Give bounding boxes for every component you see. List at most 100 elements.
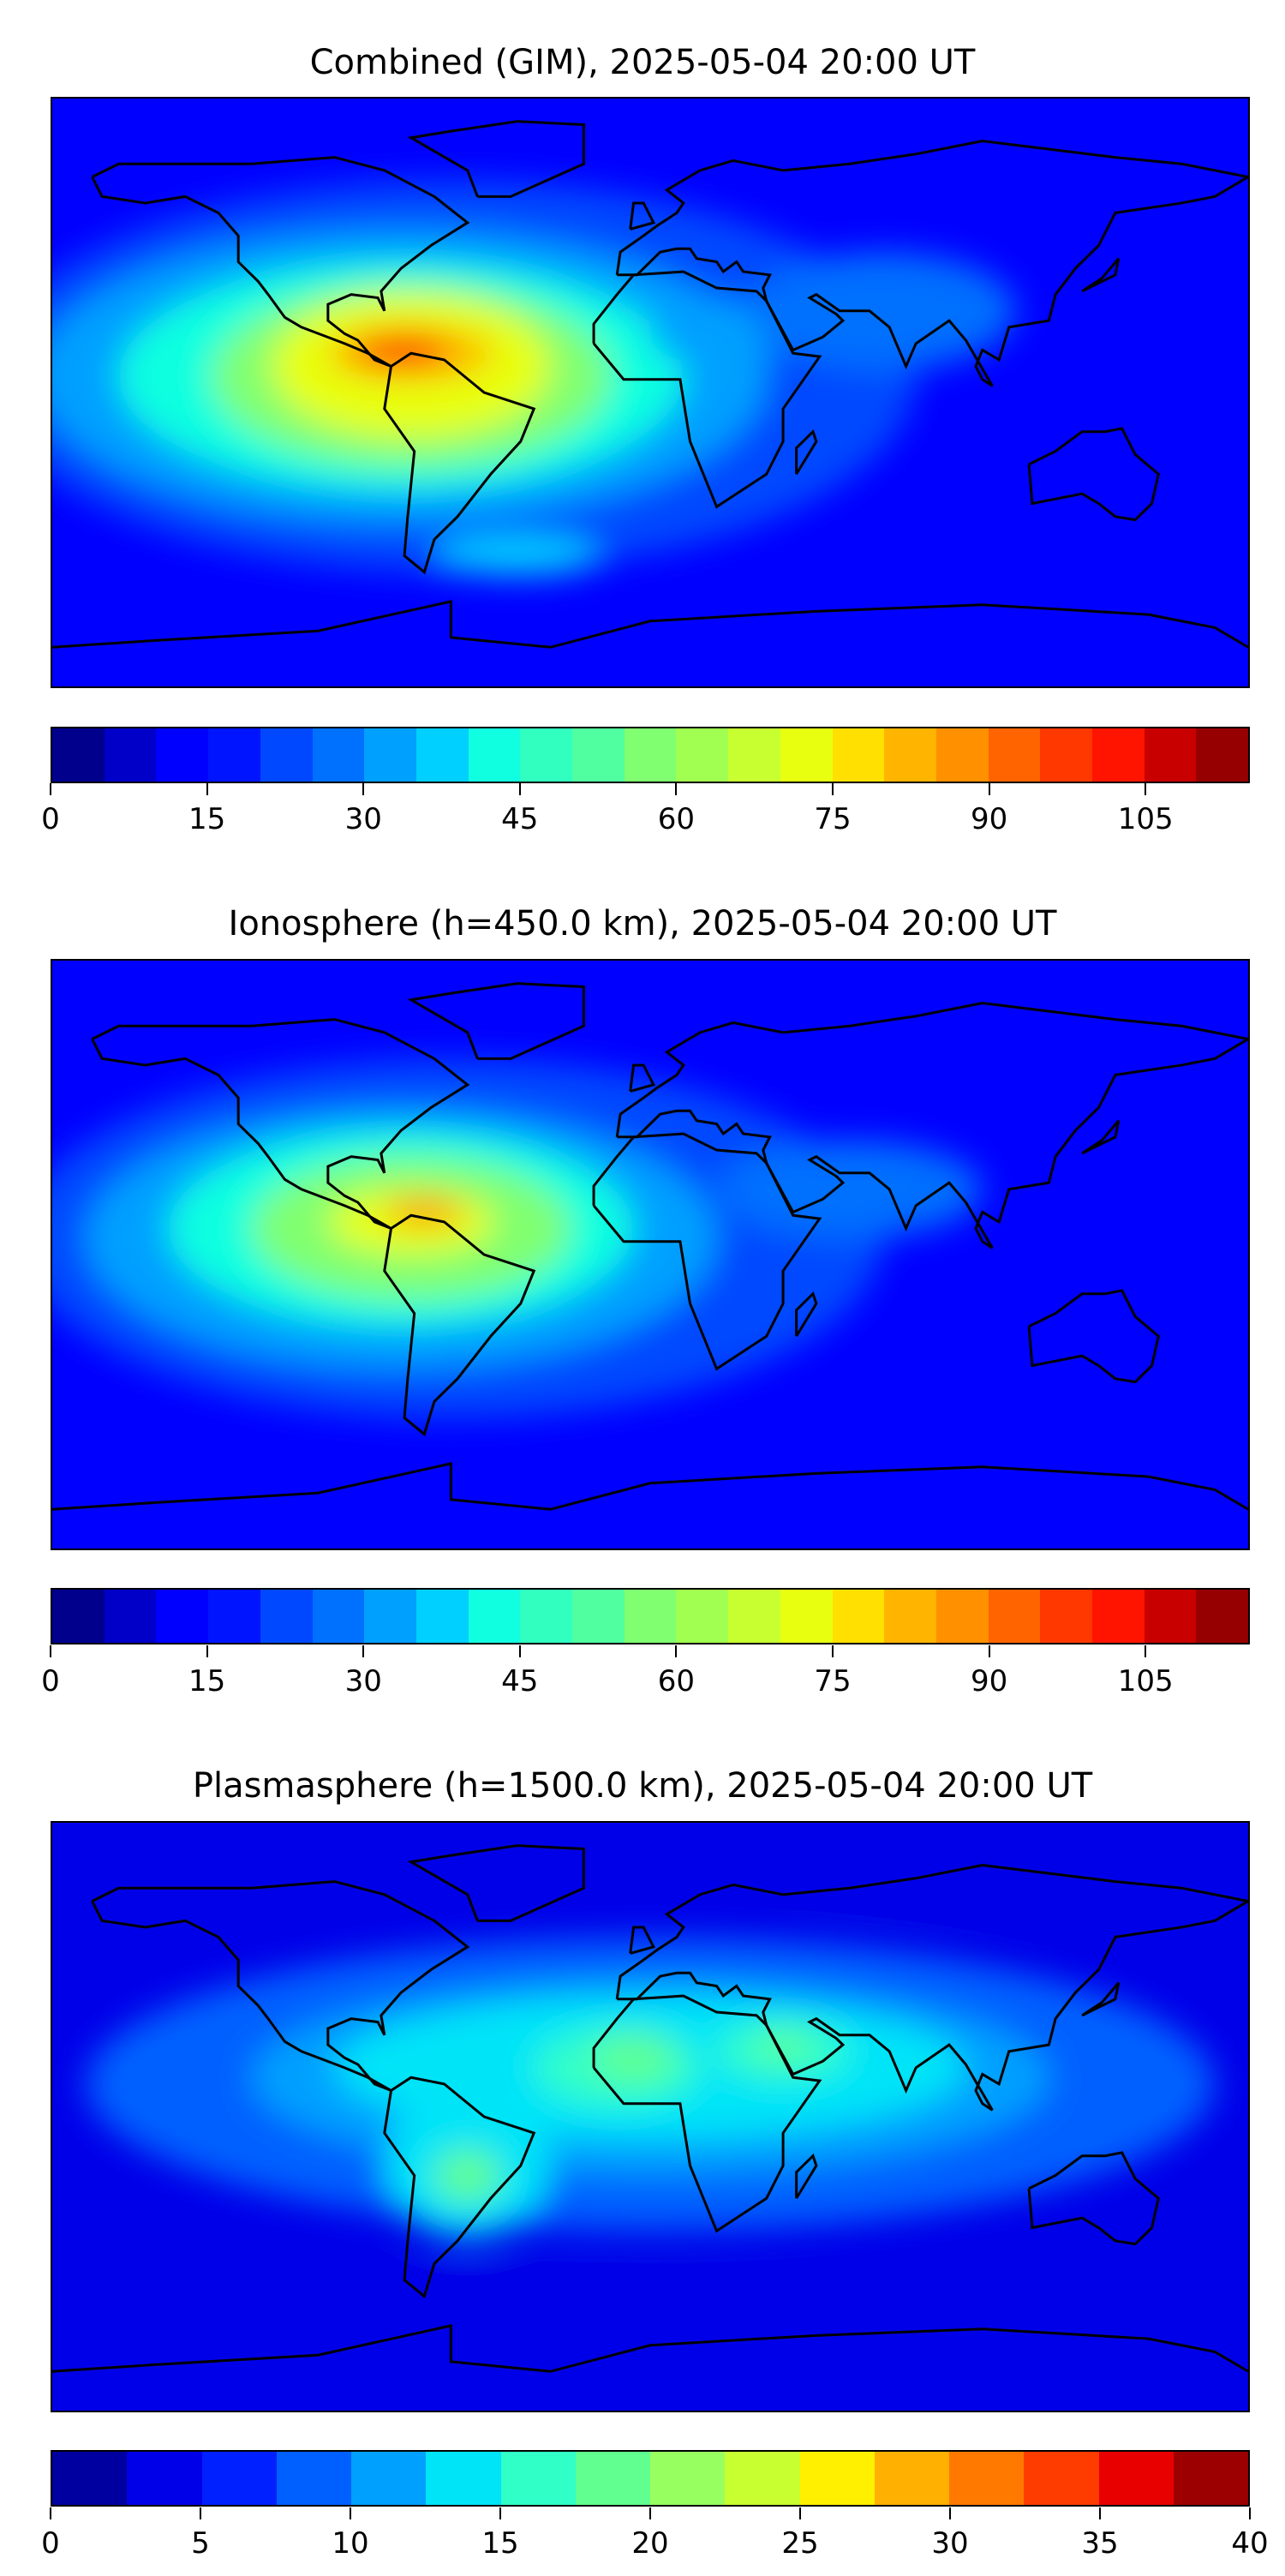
coastline [1029, 1291, 1158, 1382]
tick-mark [988, 783, 990, 795]
colorbar-bin [52, 1590, 105, 1643]
tick-label: 0 [41, 2526, 60, 2561]
tick-label: 30 [931, 2526, 969, 2561]
colorbar-bin [312, 1590, 365, 1643]
tick-label: 30 [344, 1664, 382, 1698]
colorbar-ticks: 0 15 30 45 60 75 90 105 [41, 783, 1250, 852]
tick-label: 5 [191, 2526, 210, 2561]
coastline [1082, 1121, 1119, 1153]
colorbar-bin [1144, 1590, 1197, 1643]
tick-label: 90 [971, 802, 1008, 836]
contour-region [354, 333, 448, 367]
coastline [631, 1927, 654, 1953]
tick-label: 15 [188, 802, 226, 836]
tick-mark [949, 2507, 951, 2519]
colorbar-bin [780, 1590, 833, 1643]
tick-label: 10 [332, 2526, 369, 2561]
colorbar-bin [260, 1590, 313, 1643]
tick-label: 35 [1081, 2526, 1119, 2561]
colorbar [51, 1588, 1250, 1644]
colorbar-bin [799, 2452, 875, 2505]
colorbar-bin [1024, 2452, 1099, 2505]
map-plot [51, 959, 1250, 1550]
tick-label: 40 [1231, 2526, 1269, 2561]
tick-mark [362, 783, 365, 795]
colorbar-bin [935, 1590, 989, 1643]
coastline [385, 353, 535, 572]
colorbar-bin [364, 1590, 416, 1643]
tick-label: 75 [814, 802, 852, 836]
colorbar [51, 2450, 1250, 2507]
colorbar [51, 727, 1250, 783]
tick-mark [350, 2507, 351, 2519]
coastline [797, 1294, 816, 1337]
colorbar-bin [1040, 728, 1093, 782]
colorbar-bin [415, 728, 469, 782]
coastline [52, 602, 1248, 647]
colorbar-bin [884, 728, 936, 782]
tick-mark [50, 2507, 51, 2519]
tick-mark [200, 2507, 201, 2519]
tick-mark [1145, 1645, 1147, 1657]
colorbar-bin [276, 2452, 351, 2505]
colorbar-bin [156, 1590, 209, 1643]
colorbar-bin [1092, 1590, 1145, 1643]
colorbar-bin [364, 728, 416, 782]
coastline [1029, 428, 1158, 520]
coastline [797, 432, 816, 475]
tick-mark [832, 783, 834, 795]
colorbar-bin [1040, 1590, 1093, 1643]
colorbar-bin [351, 2452, 427, 2505]
colorbar-bin [988, 728, 1041, 782]
tick-label: 60 [657, 1664, 696, 1698]
colorbar-bin [156, 728, 209, 782]
coastline [52, 2326, 1248, 2371]
colorbar-bin [884, 1590, 936, 1643]
colorbar-bin [52, 728, 105, 782]
contour-region [594, 2034, 674, 2082]
tick-label: 15 [188, 1664, 226, 1698]
contour-region [384, 1199, 464, 1225]
tick-label: 0 [41, 802, 60, 836]
tick-label: 90 [971, 1664, 1008, 1698]
tick-label: 60 [657, 802, 696, 836]
contour-region [433, 536, 601, 576]
colorbar-bin [575, 2452, 650, 2505]
map-plot [51, 1821, 1250, 2412]
colorbar-bin [624, 1590, 677, 1643]
coastline [1082, 259, 1119, 291]
colorbar-bin [104, 1590, 157, 1643]
contour-region [756, 2031, 810, 2058]
tick-mark [206, 1645, 208, 1657]
coastline [385, 1215, 535, 1434]
colorbar-bin [312, 728, 365, 782]
colorbar-bin [415, 1590, 469, 1643]
colorbar-bin [1196, 1590, 1249, 1643]
tick-label: 45 [501, 802, 539, 836]
colorbar-bin [208, 1590, 260, 1643]
tick-mark [675, 783, 678, 795]
chart-title: Plasmasphere (h=1500.0 km), 2025-05-04 2… [192, 1766, 1093, 1806]
colorbar-bin [572, 728, 625, 782]
colorbar-bin [260, 728, 313, 782]
tick-mark [649, 2507, 651, 2519]
coastline [93, 158, 468, 367]
contour-region [650, 301, 784, 367]
colorbar-bin [949, 2452, 1025, 2505]
colorbar-bin [780, 728, 833, 782]
coastline [617, 1003, 1248, 1249]
tick-label: 20 [631, 2526, 669, 2561]
tick-mark [675, 1645, 678, 1657]
tick-mark [518, 1645, 521, 1657]
colorbar-bin [572, 1590, 625, 1643]
colorbar-bin [650, 2452, 726, 2505]
colorbar-bin [468, 1590, 521, 1643]
colorbar-bin [832, 728, 885, 782]
tick-mark [799, 2507, 801, 2519]
tick-label: 105 [1117, 802, 1174, 836]
colorbar-bin [874, 2452, 949, 2505]
contour-region [251, 2270, 850, 2323]
tick-label: 105 [1117, 1664, 1174, 1698]
tick-mark [988, 1645, 990, 1657]
coastline [93, 1882, 468, 2091]
